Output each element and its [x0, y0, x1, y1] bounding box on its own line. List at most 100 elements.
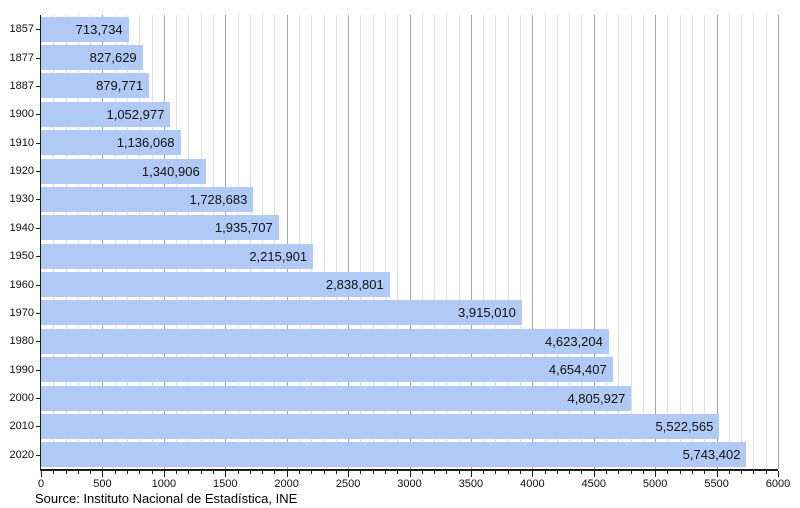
bar-row: 1930 1,728,683 — [10, 185, 778, 213]
gridline — [421, 15, 423, 469]
bar: 4,805,927 — [41, 385, 632, 411]
gridline — [495, 15, 497, 469]
gridline — [139, 15, 141, 469]
y-axis-label: 2020 — [9, 448, 34, 461]
x-axis-tick-label: 2000 — [274, 478, 299, 490]
y-axis-tick — [36, 199, 40, 201]
gridline — [237, 15, 239, 469]
x-axis-tick — [102, 471, 104, 477]
x-axis-tick — [348, 471, 350, 477]
x-axis-tick — [77, 471, 79, 474]
y-axis-label: 1900 — [9, 108, 34, 121]
bar: 1,728,683 — [41, 186, 254, 212]
x-axis-tick — [679, 471, 681, 474]
gridline — [348, 15, 350, 469]
y-axis-label: 1877 — [9, 51, 34, 64]
gridline — [483, 15, 485, 469]
gridline — [65, 15, 67, 469]
gridline — [163, 15, 165, 469]
y-axis-tick — [36, 454, 40, 456]
gridline — [520, 15, 522, 469]
bar-value-label: 1,935,707 — [214, 220, 273, 236]
y-axis-label: 1857 — [9, 23, 34, 36]
gridline — [741, 15, 743, 469]
x-axis-tick — [126, 471, 128, 474]
x-axis-tick — [606, 471, 608, 474]
x-axis-tick — [556, 471, 558, 474]
bar-value-label: 879,771 — [96, 78, 144, 94]
bar-value-label: 1,136,068 — [116, 135, 175, 151]
x-axis-tick — [741, 471, 743, 474]
gridline — [642, 15, 644, 469]
x-axis-tick-label: 3000 — [397, 478, 422, 490]
gridline — [544, 15, 546, 469]
y-axis-label: 1887 — [9, 79, 34, 92]
y-axis-label: 1960 — [9, 278, 34, 291]
x-axis-tick — [421, 471, 423, 474]
bar-value-label: 1,052,977 — [106, 106, 165, 122]
gridline — [679, 15, 681, 469]
bar: 4,654,407 — [41, 357, 613, 383]
y-axis-label: 1970 — [9, 306, 34, 319]
bar-row: 2000 4,805,927 — [10, 384, 778, 412]
x-axis-tick-label: 5500 — [704, 478, 729, 490]
bar-value-label: 5,522,565 — [655, 418, 714, 434]
bar: 1,136,068 — [41, 130, 181, 156]
x-axis-tick — [642, 471, 644, 474]
source-caption: Source: Instituto Nacional de Estadístic… — [35, 491, 298, 506]
x-axis-tick-label: 5000 — [642, 478, 668, 490]
x-axis-tick — [139, 471, 141, 474]
gridline — [630, 15, 632, 469]
bar-row: 1950 2,215,901 — [10, 242, 778, 270]
gridline — [200, 15, 202, 469]
x-axis-tick — [311, 471, 313, 474]
x-axis-tick-label: 6000 — [765, 478, 791, 490]
gridline — [102, 15, 104, 469]
gridline — [507, 15, 509, 469]
x-axis-tick-label: 500 — [93, 478, 112, 490]
x-axis-tick — [372, 471, 374, 474]
gridline — [667, 15, 669, 469]
gridline — [126, 15, 128, 469]
gridline — [458, 15, 460, 469]
gridline — [581, 15, 583, 469]
bar-row: 1980 4,623,204 — [10, 327, 778, 355]
gridline — [384, 15, 386, 469]
bar-value-label: 4,654,407 — [548, 362, 607, 378]
plot-area: 1857 713,734 1877 827,629 1887 879,771 1900 1,0… — [10, 15, 779, 471]
x-axis-tick-label: 2500 — [335, 478, 361, 490]
y-axis-tick — [36, 426, 40, 428]
gridline — [704, 15, 706, 469]
x-axis-tick — [163, 471, 165, 477]
x-axis-tick — [335, 471, 337, 474]
bar: 827,629 — [41, 45, 143, 71]
x-axis-tick — [65, 471, 67, 474]
x-axis-tick — [483, 471, 485, 474]
bar-value-label: 3,915,010 — [458, 305, 516, 321]
x-axis-tick — [409, 471, 411, 477]
x-axis-tick — [53, 471, 55, 474]
bar: 4,623,204 — [41, 328, 609, 354]
x-axis-tick — [41, 471, 42, 477]
gridline — [446, 15, 448, 469]
x-axis-tick — [458, 471, 460, 474]
gridline — [409, 15, 411, 469]
gridline — [728, 15, 730, 469]
bar-row: 1857 713,734 — [10, 15, 778, 43]
gridline — [716, 15, 718, 469]
gridline — [176, 15, 178, 469]
x-axis-tick-label: 1500 — [213, 478, 238, 490]
x-axis-tick — [581, 471, 583, 474]
gridline — [90, 15, 92, 469]
bar-row: 1887 879,771 — [10, 72, 778, 100]
x-axis-tick — [323, 471, 325, 474]
bar: 2,215,901 — [41, 243, 314, 269]
x-axis-tick — [532, 471, 534, 477]
gridline — [360, 15, 362, 469]
bar-value-label: 2,215,901 — [249, 248, 308, 264]
x-axis-tick — [360, 471, 362, 474]
x-axis-tick — [151, 471, 153, 474]
bar-value-label: 5,743,402 — [682, 447, 741, 463]
gridline — [77, 15, 79, 469]
bar-row: 1920 1,340,906 — [10, 157, 778, 185]
